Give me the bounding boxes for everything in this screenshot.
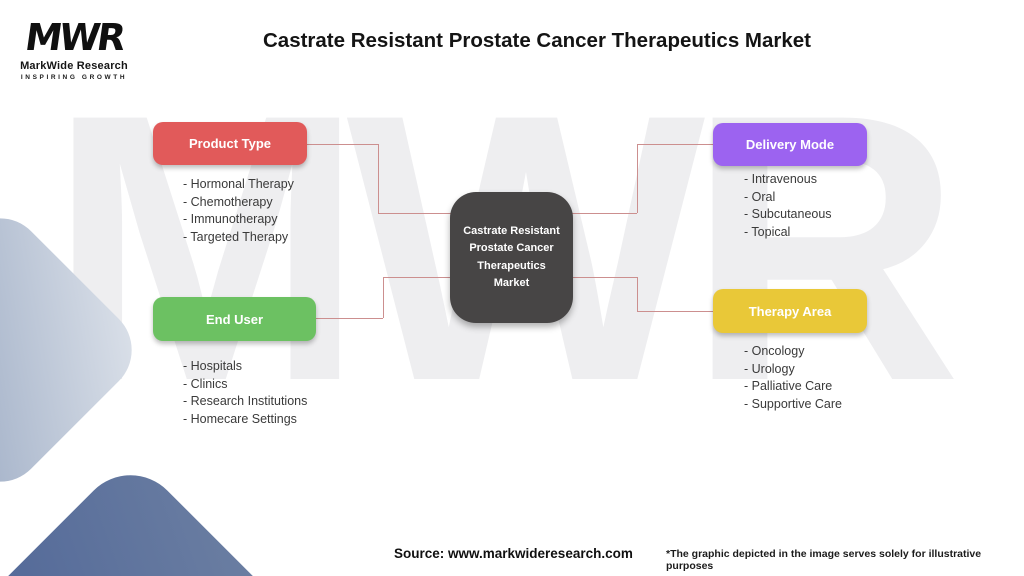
- decorative-diamond-dark: [0, 453, 361, 576]
- category-box-therapy-area: Therapy Area: [713, 289, 867, 333]
- brand-tagline: INSPIRING GROWTH: [20, 74, 128, 82]
- connector-segment: [637, 277, 638, 311]
- brand-logo: MWR MarkWide Research INSPIRING GROWTH: [18, 16, 130, 81]
- list-item: - Homecare Settings: [183, 411, 297, 426]
- page-title: Castrate Resistant Prostate Cancer Thera…: [262, 29, 811, 52]
- list-item: - Supportive Care: [744, 396, 842, 411]
- list-item: - Hormonal Therapy: [183, 177, 294, 191]
- brand-monogram-icon: MWR: [22, 16, 126, 59]
- product-type-list: - Hormonal Therapy - Chemotherapy - Immu…: [183, 176, 294, 246]
- list-item: - Palliative Care: [744, 379, 833, 394]
- source-credit: Source: www.markwideresearch.com: [394, 546, 633, 561]
- list-item: - Oncology: [744, 344, 805, 358]
- list-item: - Chemotherapy: [183, 194, 273, 209]
- list-item: - Subcutaneous: [744, 207, 832, 222]
- connector-segment: [637, 144, 638, 213]
- category-box-end-user: End User: [153, 297, 316, 341]
- delivery-mode-list: - Intravenous - Oral - Subcutaneous - To…: [744, 171, 832, 241]
- list-item: - Intravenous: [744, 172, 817, 186]
- list-item: - Research Institutions: [183, 394, 308, 409]
- connector-segment: [637, 311, 713, 312]
- center-node-market: Castrate Resistant Prostate Cancer Thera…: [450, 192, 573, 323]
- end-user-list: - Hospitals - Clinics - Research Institu…: [183, 358, 307, 428]
- category-box-delivery-mode: Delivery Mode: [713, 123, 867, 166]
- connector-segment: [378, 144, 379, 213]
- therapy-area-list: - Oncology - Urology - Palliative Care -…: [744, 343, 842, 413]
- list-item: - Clinics: [183, 376, 228, 391]
- list-item: - Urology: [744, 361, 795, 376]
- connector-segment: [316, 318, 383, 319]
- list-item: - Targeted Therapy: [183, 229, 289, 244]
- connector-segment: [383, 277, 384, 318]
- list-item: - Oral: [744, 189, 776, 204]
- connector-segment: [637, 144, 713, 145]
- category-box-product-type: Product Type: [153, 122, 307, 165]
- list-item: - Hospitals: [183, 359, 243, 373]
- connector-segment: [307, 144, 378, 145]
- brand-name: MarkWide Research: [20, 60, 128, 73]
- list-item: - Immunotherapy: [183, 212, 278, 227]
- list-item: - Topical: [744, 224, 791, 239]
- disclaimer-note: *The graphic depicted in the image serve…: [666, 548, 982, 572]
